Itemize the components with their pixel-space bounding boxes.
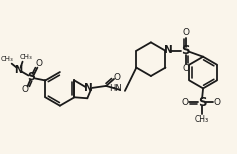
Text: N: N bbox=[84, 83, 93, 93]
Text: HN: HN bbox=[109, 84, 121, 93]
Text: S: S bbox=[198, 96, 206, 109]
Text: CH₃: CH₃ bbox=[19, 54, 32, 60]
Text: O: O bbox=[214, 98, 220, 107]
Text: S: S bbox=[27, 73, 36, 83]
Text: O: O bbox=[21, 85, 28, 94]
Text: O: O bbox=[183, 64, 190, 73]
Text: O: O bbox=[36, 59, 43, 68]
Text: N: N bbox=[14, 65, 23, 75]
Text: CH₃: CH₃ bbox=[0, 56, 13, 62]
Text: O: O bbox=[182, 98, 189, 107]
Text: O: O bbox=[114, 73, 120, 81]
Text: O: O bbox=[183, 28, 190, 37]
Text: S: S bbox=[181, 44, 190, 57]
Text: CH₃: CH₃ bbox=[195, 115, 209, 124]
Text: N: N bbox=[164, 45, 173, 55]
